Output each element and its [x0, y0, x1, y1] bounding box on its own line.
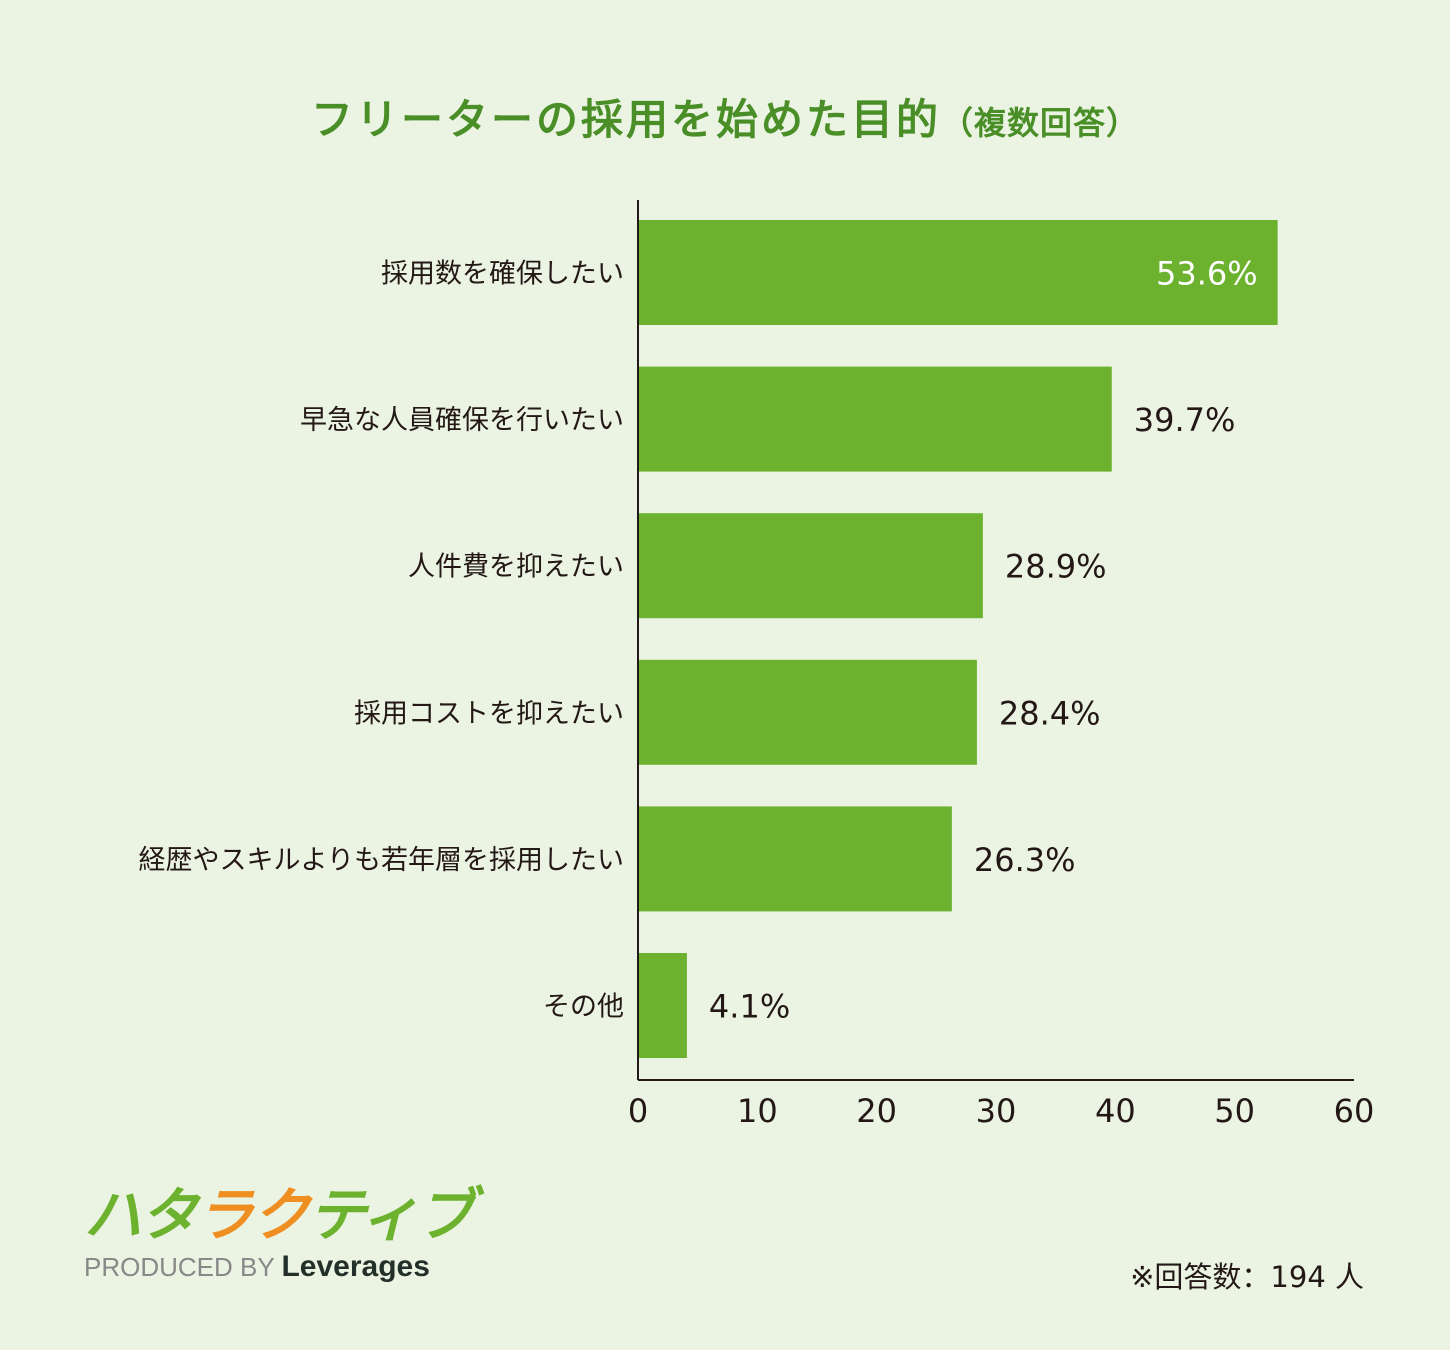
logo-char: ィ — [360, 1181, 419, 1249]
value-label: 4.1% — [709, 988, 790, 1026]
bar — [638, 659, 977, 765]
bar — [638, 220, 1278, 325]
category-label: 経歴やスキルよりも若年層を採用したい — [139, 845, 624, 876]
logo-char: タ — [140, 1181, 198, 1249]
logo-char: ク — [252, 1181, 310, 1249]
title-subtitle: （複数回答） — [941, 104, 1140, 142]
produced-by-text: PRODUCED BY — [84, 1252, 275, 1282]
x-tick-label: 20 — [856, 1092, 897, 1130]
category-label: 採用数を確保したい — [381, 259, 624, 290]
category-label: その他 — [543, 992, 624, 1023]
x-tick-label: 30 — [976, 1092, 1017, 1130]
x-tick-label: 40 — [1095, 1092, 1136, 1130]
bar — [638, 513, 983, 619]
logo-char: ラ — [196, 1181, 254, 1249]
logo-char: テ — [308, 1181, 363, 1249]
company-name: Leverages — [281, 1250, 430, 1283]
title-main: フリーターの採用を始めた目的 — [310, 95, 941, 144]
x-tick-label: 0 — [628, 1092, 648, 1130]
value-label: 28.4% — [999, 694, 1101, 732]
logo: ハタラクティブ PRODUCED BY Leverages — [84, 1181, 475, 1284]
x-tick-label: 10 — [737, 1092, 778, 1130]
category-label: 人件費を抑えたい — [408, 552, 624, 583]
bar — [638, 953, 687, 1058]
x-tick-label: 50 — [1214, 1092, 1255, 1130]
chart-title: フリーターの採用を始めた目的（複数回答） — [0, 86, 1450, 147]
respondent-note: ※回答数：194 人 — [1130, 1260, 1364, 1294]
value-label: 39.7% — [1134, 401, 1236, 439]
value-label: 53.6% — [1156, 255, 1258, 293]
bar — [638, 806, 952, 912]
logo-char: ハ — [84, 1181, 142, 1249]
bar — [638, 366, 1112, 472]
category-label: 採用コストを抑えたい — [354, 698, 624, 729]
category-label: 早急な人員確保を行いたい — [300, 405, 624, 436]
value-label: 28.9% — [1005, 548, 1107, 586]
logo-mark: ハタラクティブ — [84, 1181, 475, 1249]
x-tick-label: 60 — [1334, 1092, 1375, 1130]
value-label: 26.3% — [974, 841, 1076, 879]
logo-char: ブ — [416, 1181, 475, 1249]
